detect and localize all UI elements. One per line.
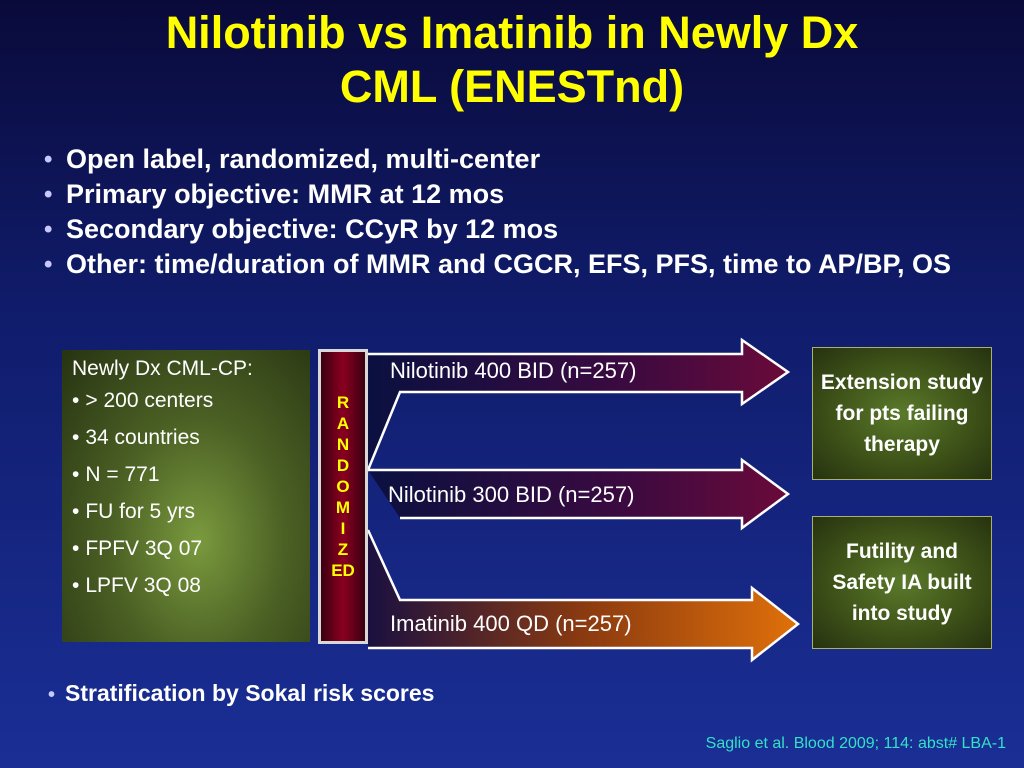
bullet-icon: • (72, 463, 80, 486)
arm-label-nilotinib-300: Nilotinib 300 BID (n=257) (388, 482, 635, 507)
arm-label-imatinib-400: Imatinib 400 QD (n=257) (390, 611, 632, 636)
objectives-list: • Open label, randomized, multi-center • P… (42, 142, 1002, 282)
population-item-text: N = 771 (85, 463, 160, 486)
randomized-letter: Z (337, 540, 349, 559)
extension-study-text: Extension study for pts failing therapy (820, 371, 984, 456)
population-item-text: FU for 5 yrs (85, 500, 196, 523)
futility-safety-box: Futility and Safety IA built into study (812, 516, 992, 649)
population-heading: Newly Dx CML-CP: (72, 357, 253, 380)
randomized-letter: ED (331, 561, 355, 580)
arm-label-nilotinib-400: Nilotinib 400 BID (n=257) (390, 358, 637, 383)
bullet-icon: • (72, 389, 80, 412)
arm-arrow-2 (368, 457, 791, 531)
population-list: • > 200 centers • 34 countries • N = 771 • F… (72, 388, 300, 599)
randomized-box: R A N D O M I Z ED (318, 349, 368, 644)
population-item-text: > 200 centers (85, 389, 214, 412)
population-item: • LPFV 3Q 08 (72, 573, 300, 599)
randomized-letter: N (336, 435, 350, 454)
bullet-icon: • (72, 500, 80, 523)
page-title: Nilotinib vs Imatinib in Newly Dx CML (E… (0, 6, 1024, 114)
objective-text: Secondary objective: CCyR by 12 mos (66, 214, 559, 244)
title-line-1: Nilotinib vs Imatinib in Newly Dx (165, 7, 859, 58)
arm-arrow-1 (366, 337, 791, 471)
population-box: Newly Dx CML-CP: • > 200 centers • 34 coun… (62, 350, 310, 642)
bullet-icon: • (72, 426, 80, 449)
randomized-letter: A (336, 414, 350, 433)
population-item-text: 34 countries (85, 426, 200, 449)
bullet-icon: • (72, 574, 80, 597)
randomized-letter: R (336, 393, 350, 412)
bullet-icon: • (48, 684, 56, 706)
objective-item: • Secondary objective: CCyR by 12 mos (42, 212, 1002, 247)
stratification-note: • Stratification by Sokal risk scores (48, 680, 434, 707)
population-item-text: LPFV 3Q 08 (85, 574, 201, 597)
population-item: • N = 771 (72, 462, 300, 488)
bullet-icon: • (44, 216, 53, 243)
objective-item: • Open label, randomized, multi-center (42, 142, 1002, 177)
title-line-2: CML (ENESTnd) (339, 61, 685, 112)
objective-item: • Other: time/duration of MMR and CGCR, E… (42, 247, 1002, 282)
population-item: • FU for 5 yrs (72, 499, 300, 525)
bullet-icon: • (44, 146, 53, 173)
randomized-letter: M (335, 498, 351, 517)
bullet-icon: • (72, 537, 80, 560)
population-item: • > 200 centers (72, 388, 300, 414)
bullet-icon: • (44, 181, 53, 208)
randomized-letter: O (336, 477, 350, 496)
population-item: • FPFV 3Q 07 (72, 536, 300, 562)
objective-item: • Primary objective: MMR at 12 mos (42, 177, 1002, 212)
futility-safety-text: Futility and Safety IA built into study (832, 540, 972, 625)
bullet-icon: • (44, 251, 53, 278)
randomized-letter: I (340, 519, 346, 538)
citation: Saglio et al. Blood 2009; 114: abst# LBA… (705, 735, 1006, 752)
extension-study-box: Extension study for pts failing therapy (812, 347, 992, 480)
stratification-text: Stratification by Sokal risk scores (65, 680, 435, 706)
objective-text: Open label, randomized, multi-center (66, 144, 541, 174)
arm-arrow-3 (366, 529, 801, 663)
objective-text: Other: time/duration of MMR and CGCR, EF… (66, 249, 952, 279)
population-item: • 34 countries (72, 425, 300, 451)
population-item-text: FPFV 3Q 07 (85, 537, 203, 560)
randomized-letter: D (336, 456, 350, 475)
objective-text: Primary objective: MMR at 12 mos (66, 179, 505, 209)
